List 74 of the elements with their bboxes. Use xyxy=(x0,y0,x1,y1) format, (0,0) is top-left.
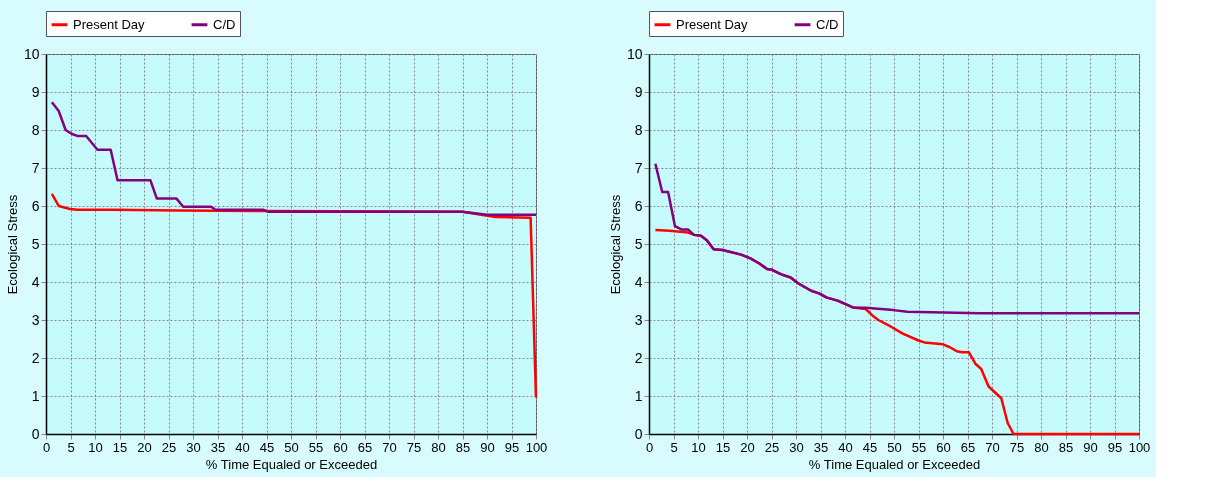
x-tick-label: 55 xyxy=(911,439,927,455)
x-tick-label: 15 xyxy=(715,439,731,455)
y-tick-label: 7 xyxy=(31,159,40,176)
x-tick-label: 100 xyxy=(1128,439,1151,455)
y-axis-title: Ecological Stress xyxy=(4,194,20,295)
x-tick-label: 5 xyxy=(67,439,75,455)
y-tick-label: 8 xyxy=(634,121,643,138)
x-tick-label: 95 xyxy=(1107,439,1123,455)
x-tick-label: 30 xyxy=(789,439,804,455)
y-tick-label: 7 xyxy=(634,159,643,176)
x-tick-label: 80 xyxy=(1034,439,1049,455)
legend-label: C/D xyxy=(816,16,839,32)
x-tick-label: 20 xyxy=(740,439,755,455)
x-tick-label: 65 xyxy=(960,439,976,455)
x-tick-label: 0 xyxy=(42,439,51,455)
x-axis-title: % Time Equaled or Exceeded xyxy=(808,456,981,472)
y-tick-label: 3 xyxy=(634,311,643,328)
x-tick-label: 70 xyxy=(382,439,397,455)
x-tick-label: 55 xyxy=(308,439,324,455)
x-tick-label: 15 xyxy=(112,439,128,455)
x-tick-label: 65 xyxy=(357,439,373,455)
x-tick-label: 60 xyxy=(333,439,348,455)
y-tick-label: 0 xyxy=(31,425,40,442)
y-tick-label: 10 xyxy=(23,45,40,62)
x-tick-label: 35 xyxy=(210,439,226,455)
y-tick-label: 4 xyxy=(634,273,643,290)
y-tick-label: 8 xyxy=(31,121,40,138)
y-tick-label: 4 xyxy=(31,273,40,290)
x-tick-label: 95 xyxy=(504,439,520,455)
y-tick-label: 2 xyxy=(634,349,643,366)
x-tick-label: 100 xyxy=(525,439,548,455)
legend-label: C/D xyxy=(213,16,236,32)
x-tick-label: 50 xyxy=(887,439,902,455)
y-tick-label: 1 xyxy=(31,387,40,404)
x-tick-label: 45 xyxy=(862,439,878,455)
legend-label: Present Day xyxy=(73,16,146,32)
y-axis-title: Ecological Stress xyxy=(607,194,623,295)
x-tick-label: 85 xyxy=(455,439,471,455)
x-tick-label: 10 xyxy=(691,439,706,455)
x-tick-label: 70 xyxy=(985,439,1000,455)
line-series xyxy=(50,101,538,216)
x-tick-label: 5 xyxy=(670,439,678,455)
x-tick-label: 40 xyxy=(838,439,853,455)
x-tick-label: 10 xyxy=(88,439,103,455)
x-tick-label: 25 xyxy=(764,439,780,455)
y-tick-label: 9 xyxy=(31,83,40,100)
y-tick-label: 3 xyxy=(31,311,40,328)
x-tick-label: 90 xyxy=(480,439,495,455)
legend-label: Present Day xyxy=(676,16,749,32)
y-tick-label: 10 xyxy=(626,45,643,62)
x-tick-label: 90 xyxy=(1083,439,1098,455)
y-tick-label: 5 xyxy=(634,235,643,252)
x-tick-label: 35 xyxy=(813,439,829,455)
x-tick-label: 25 xyxy=(161,439,177,455)
x-tick-label: 20 xyxy=(137,439,152,455)
x-tick-label: 75 xyxy=(1009,439,1025,455)
x-axis-title: % Time Equaled or Exceeded xyxy=(205,456,378,472)
x-tick-label: 50 xyxy=(284,439,299,455)
x-tick-label: 60 xyxy=(936,439,951,455)
x-tick-label: 80 xyxy=(431,439,446,455)
y-tick-label: 0 xyxy=(634,425,643,442)
y-tick-label: 9 xyxy=(634,83,643,100)
x-tick-label: 0 xyxy=(645,439,654,455)
y-tick-label: 5 xyxy=(31,235,40,252)
y-tick-label: 2 xyxy=(31,349,40,366)
x-tick-label: 45 xyxy=(259,439,275,455)
x-tick-label: 40 xyxy=(235,439,250,455)
y-tick-label: 6 xyxy=(31,197,40,214)
line-series xyxy=(654,162,1141,315)
x-tick-label: 85 xyxy=(1058,439,1074,455)
x-tick-label: 75 xyxy=(406,439,422,455)
x-tick-label: 30 xyxy=(186,439,201,455)
y-tick-label: 6 xyxy=(634,197,643,214)
y-tick-label: 1 xyxy=(634,387,643,404)
